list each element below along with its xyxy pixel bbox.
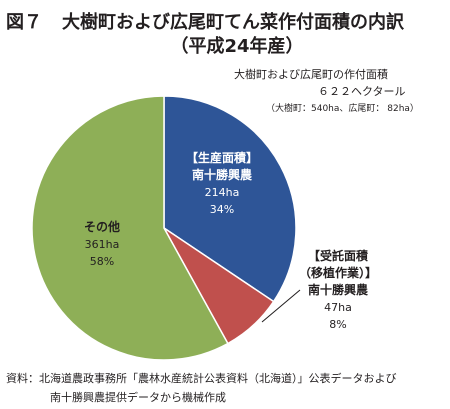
slice-value-label-0: 214ha [205,186,240,199]
slice-label-0: 【生産面積】 [186,150,258,165]
slice-label-1: 南十勝興農 [308,282,369,297]
source-note-line-1: 資料：北海道農政事務所「農林水産統計公表資料（北海道）」公表データおよび [6,372,397,385]
leader-line [261,289,301,323]
pie-slice-2 [31,95,229,361]
slice-label-2: その他 [84,219,120,234]
slice-percent-label-0: 34% [210,203,234,216]
pie-slices [31,95,297,361]
chart-title-main: 大樹町および広尾町てん菜作付面積の内訳 [62,12,404,33]
figure-label: 図７ [6,12,42,33]
slice-label-0: 南十勝興農 [192,167,253,182]
slice-label-1: （移植作業）】 [299,265,377,280]
slice-label-1: 【受託面積 [308,248,369,263]
source-note-line-2: 南十勝興農提供データから機械作成 [50,391,226,404]
area-breakdown: （大樹町：540ha、広尾町： 82ha） [266,104,419,114]
slice-value-label-1: 47ha [324,301,352,314]
slice-percent-label-2: 58% [90,255,114,268]
pie-slice-0 [163,95,297,303]
slice-percent-label-1: 8% [329,318,346,331]
area-total: ６２２ヘクタール [318,85,406,98]
slice-value-label-2: 361ha [85,238,120,251]
area-note-title: 大樹町および広尾町の作付面積 [234,68,388,81]
chart-subtitle: （平成24年産） [170,36,304,57]
pie-labels: 【生産面積】南十勝興農214ha34%【受託面積（移植作業）】南十勝興農47ha… [84,150,377,331]
